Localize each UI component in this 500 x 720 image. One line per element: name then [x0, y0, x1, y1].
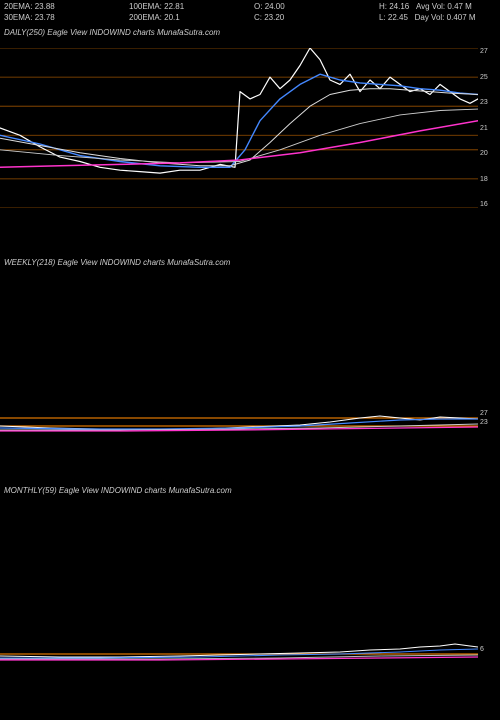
axis-tick-label: 23: [480, 419, 500, 426]
chart-monthly: [0, 506, 478, 666]
header-stats: 20EMA: 23.88 100EMA: 22.81 O: 24.00 H: 2…: [4, 2, 496, 23]
stat-ema100: 100EMA: 22.81: [129, 2, 246, 12]
chart-weekly: [0, 278, 478, 438]
axis-tick-label: 6: [480, 646, 500, 653]
stat-close: C: 23.20: [254, 13, 371, 23]
stat-ema20: 20EMA: 23.88: [4, 2, 121, 12]
axis-tick-label: 18: [480, 176, 500, 183]
panel-title-weekly: WEEKLY(218) Eagle View INDOWIND charts M…: [4, 258, 230, 267]
axis-tick-label: 21: [480, 125, 500, 132]
panel-title-daily: DAILY(250) Eagle View INDOWIND charts Mu…: [4, 28, 220, 37]
stat-ema200: 200EMA: 20.1: [129, 13, 246, 23]
stat-high: H: 24.16 Avg Vol: 0.47 M: [379, 2, 496, 12]
stat-ema30: 30EMA: 23.78: [4, 13, 121, 23]
axis-tick-label: 27: [480, 48, 500, 55]
stat-low: L: 22.45 Day Vol: 0.407 M: [379, 13, 496, 23]
axis-tick-label: 25: [480, 74, 500, 81]
chart-daily: [0, 48, 478, 208]
panel-title-monthly: MONTHLY(59) Eagle View INDOWIND charts M…: [4, 486, 232, 495]
axis-labels-daily: 27 25 23 21 20 18 16: [478, 48, 500, 208]
axis-tick-label: 23: [480, 99, 500, 106]
axis-labels-weekly: 2723: [478, 410, 500, 426]
axis-tick-label: 16: [480, 201, 500, 208]
axis-tick-label: 27: [480, 410, 500, 417]
axis-tick-label: 20: [480, 150, 500, 157]
axis-labels-monthly: 6: [478, 646, 500, 658]
stat-open: O: 24.00: [254, 2, 371, 12]
